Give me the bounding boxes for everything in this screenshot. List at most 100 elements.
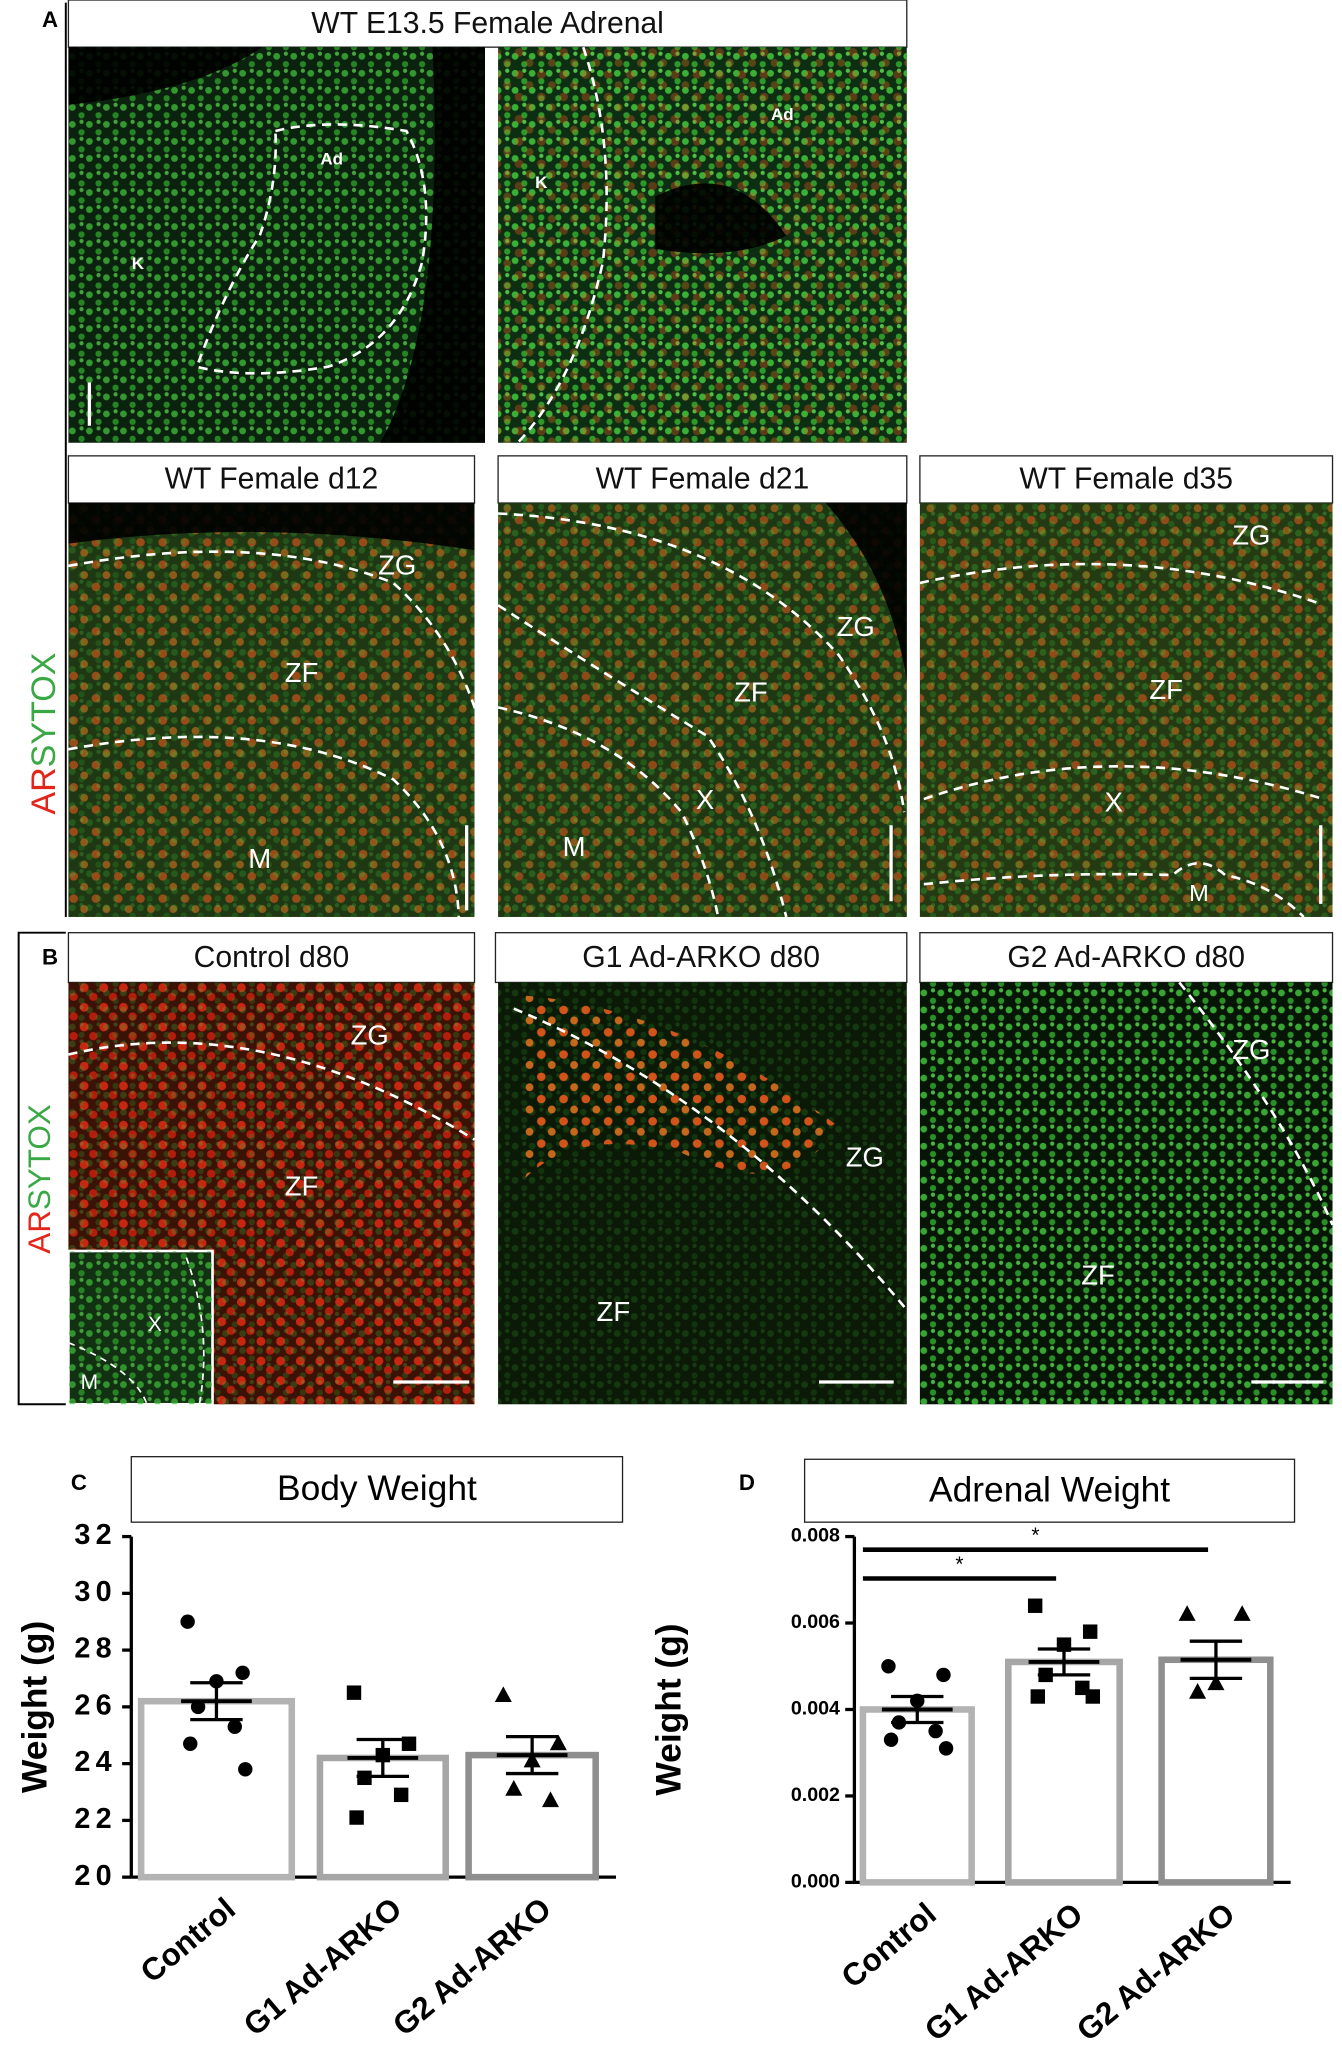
micrograph: X M ZG ZF [67,982,476,1406]
panel-title: WT Female d21 [596,463,810,496]
stain-label: ARSYTOX [25,653,63,815]
zone-label: ZG [837,611,875,642]
y-tick-label: 28 [74,1633,117,1665]
data-point [180,1614,195,1629]
zone-label: ZG [846,1142,884,1173]
cell-texture [498,503,907,917]
panel-title: WT E13.5 Female Adrenal [311,7,664,40]
y-axis-label: Weight (g) [15,1621,54,1793]
zone-boundary [1178,981,1334,1226]
zone-boundary [497,604,788,918]
stain-ar: AR [25,767,63,814]
data-point [891,1715,907,1730]
data-point [936,1667,951,1683]
background-area [68,47,263,105]
zone-label: K [535,173,548,192]
cell-texture [919,982,1333,1405]
x-tick-label: Control [134,1891,242,1990]
panel-letter: A [42,7,58,32]
zone-boundary [513,1007,908,1311]
micrograph: ZG ZF M [68,503,484,918]
data-point [523,1751,541,1768]
data-point [1207,1674,1225,1691]
zone-boundary [923,765,1324,801]
data-point [357,1770,372,1786]
zone-boundary [195,123,428,375]
micrograph: ZG ZF [919,981,1334,1405]
x-tick-label: G2 Ad-ARKO [386,1891,557,2043]
zone-boundary [68,1041,476,1141]
y-tick-label: 26 [74,1689,117,1721]
data-point [494,1686,512,1703]
title-box [67,0,908,48]
x-tick-label: G1 Ad-ARKO [237,1891,408,2043]
y-tick-label: 20 [74,1860,117,1892]
micrograph: ZG ZF [498,982,908,1405]
zone-label: ZF [285,657,319,688]
zone-boundary [68,735,461,918]
data-point [928,1723,943,1739]
x-tick-label: Control [835,1896,943,1995]
zone-label: ZF [1149,674,1183,705]
title-box [497,455,908,504]
figure-root: A B ARSYTOX ARSYTOX [17,2,67,1406]
data-point [910,1693,925,1709]
data-point [881,1659,896,1674]
data-point [549,1734,567,1751]
panel-letter: D [739,1470,755,1495]
panel-bracket [17,931,66,1406]
zone-label: ZF [285,1170,319,1201]
zone-label: ZG [1232,1034,1270,1065]
panel-title: WT Female d35 [1019,463,1233,496]
cell-texture [68,503,475,917]
bar [1005,1658,1123,1886]
panel-title: G2 Ad-ARKO d80 [1007,941,1245,974]
title-box [803,1458,1296,1523]
title-box [130,1456,624,1523]
zone-boundary [923,862,1305,918]
zone-label: M [563,831,586,862]
zone-boundary [497,706,720,918]
zone-label: Ad [320,149,343,168]
data-point [375,1747,391,1763]
data-point [1178,1605,1196,1621]
x-tick-label: G1 Ad-ARKO [918,1896,1089,2048]
data-point [1082,1624,1098,1639]
x-tick-label: G2 Ad-ARKO [1070,1896,1241,2048]
data-point [883,1732,899,1747]
significance-label: * [955,1553,963,1576]
data-point [1056,1637,1072,1652]
data-point [938,1741,954,1756]
zone-label: M [81,1371,98,1394]
data-point [183,1736,198,1751]
zone-boundary [516,46,608,444]
y-tick-label: 24 [74,1746,117,1778]
y-tick-label: 30 [74,1576,117,1608]
significance-label: * [1031,1524,1039,1547]
y-tick-label: 0.008 [791,1525,840,1547]
y-tick-label: 0.000 [791,1871,840,1893]
title-box [919,932,1334,984]
zone-label: X [1105,787,1123,818]
panel-title: WT Female d12 [165,463,379,496]
micrograph: K Ad [498,46,907,444]
zone-label: ZF [734,677,768,708]
zone-label: ZG [351,1020,389,1051]
panel-letter: B [42,945,58,970]
y-tick-label: 32 [74,1519,117,1551]
data-point [209,1674,224,1689]
micrograph: Ad K [68,47,485,443]
data-point [541,1791,559,1808]
stain-sytox: SYTOX [25,653,63,768]
background-area [68,503,475,551]
bar [859,1706,975,1886]
y-tick-label: 22 [74,1803,117,1835]
y-tick-label: 0.004 [791,1698,840,1720]
data-point [346,1685,362,1700]
micrograph: ZG ZF X M [497,503,907,918]
zone-label: M [1189,880,1209,906]
zone-boundary [68,550,484,734]
title-box [67,932,476,984]
ar-region [524,995,839,1179]
